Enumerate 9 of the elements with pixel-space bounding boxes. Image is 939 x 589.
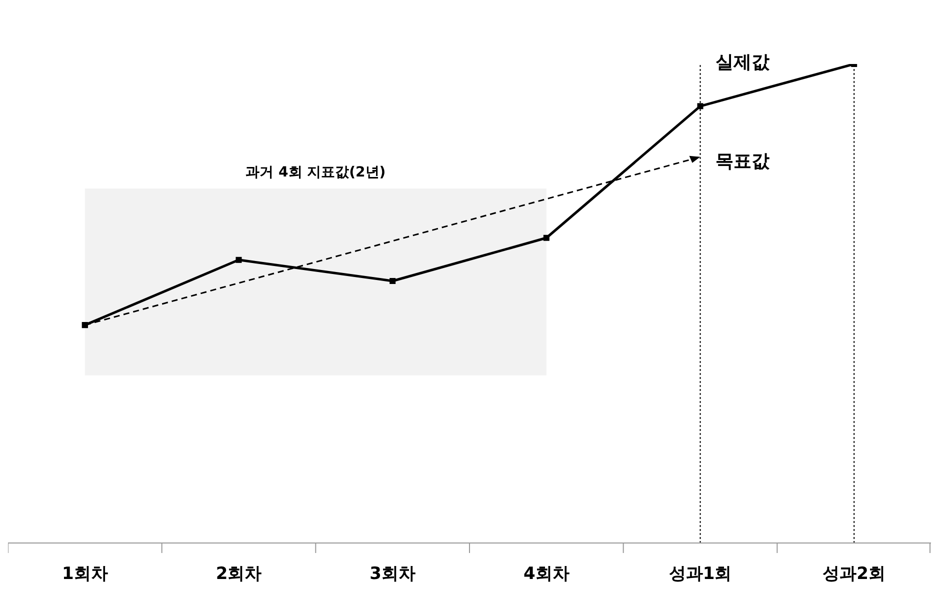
x-tick-label: 1회차 — [62, 564, 108, 584]
band-label: 과거 4회 지표값(2년) — [246, 164, 386, 181]
x-tick-label: 성과2회 — [822, 564, 886, 584]
x-tick-label: 2회차 — [216, 564, 262, 584]
x-tick-label: 4회차 — [523, 564, 570, 584]
x-tick-label: 성과1회 — [668, 564, 732, 584]
x-tick-label: 3회차 — [370, 564, 416, 584]
series-label: 목표값 — [715, 150, 770, 172]
series-label: 실제값 — [715, 52, 770, 74]
